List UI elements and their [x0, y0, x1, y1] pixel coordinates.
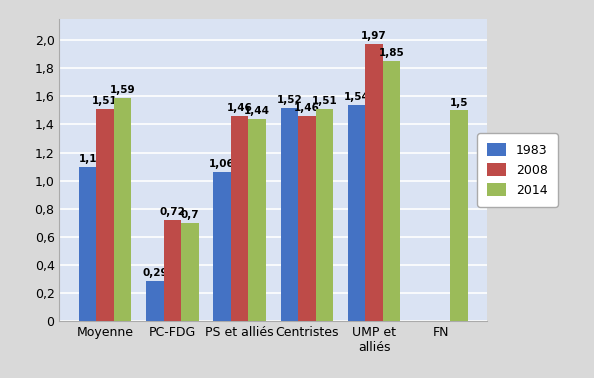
- Text: 0,72: 0,72: [159, 207, 185, 217]
- Bar: [96, 109, 114, 321]
- Bar: [248, 119, 266, 321]
- Bar: [280, 107, 298, 321]
- Text: 1,54: 1,54: [344, 92, 369, 102]
- Bar: [146, 280, 163, 321]
- Text: 1,44: 1,44: [244, 106, 270, 116]
- Bar: [213, 172, 231, 321]
- Text: 1,5: 1,5: [450, 98, 468, 107]
- Text: 1,1: 1,1: [78, 154, 97, 164]
- Bar: [231, 116, 248, 321]
- Text: 0,29: 0,29: [142, 268, 168, 278]
- Text: 1,59: 1,59: [110, 85, 135, 95]
- Text: 1,52: 1,52: [277, 95, 302, 105]
- Legend: 1983, 2008, 2014: 1983, 2008, 2014: [477, 133, 558, 207]
- Bar: [348, 105, 365, 321]
- Bar: [298, 116, 315, 321]
- Bar: [450, 110, 467, 321]
- Text: 1,51: 1,51: [92, 96, 118, 106]
- Text: 1,51: 1,51: [311, 96, 337, 106]
- Bar: [163, 220, 181, 321]
- Text: 1,46: 1,46: [227, 103, 252, 113]
- Bar: [365, 44, 383, 321]
- Bar: [79, 167, 96, 321]
- Text: 1,85: 1,85: [379, 48, 405, 58]
- Bar: [181, 223, 198, 321]
- Bar: [383, 61, 400, 321]
- Text: 1,97: 1,97: [361, 31, 387, 42]
- Bar: [315, 109, 333, 321]
- Text: 0,7: 0,7: [181, 210, 199, 220]
- Text: 1,46: 1,46: [294, 103, 320, 113]
- Text: 1,06: 1,06: [209, 160, 235, 169]
- Bar: [114, 98, 131, 321]
